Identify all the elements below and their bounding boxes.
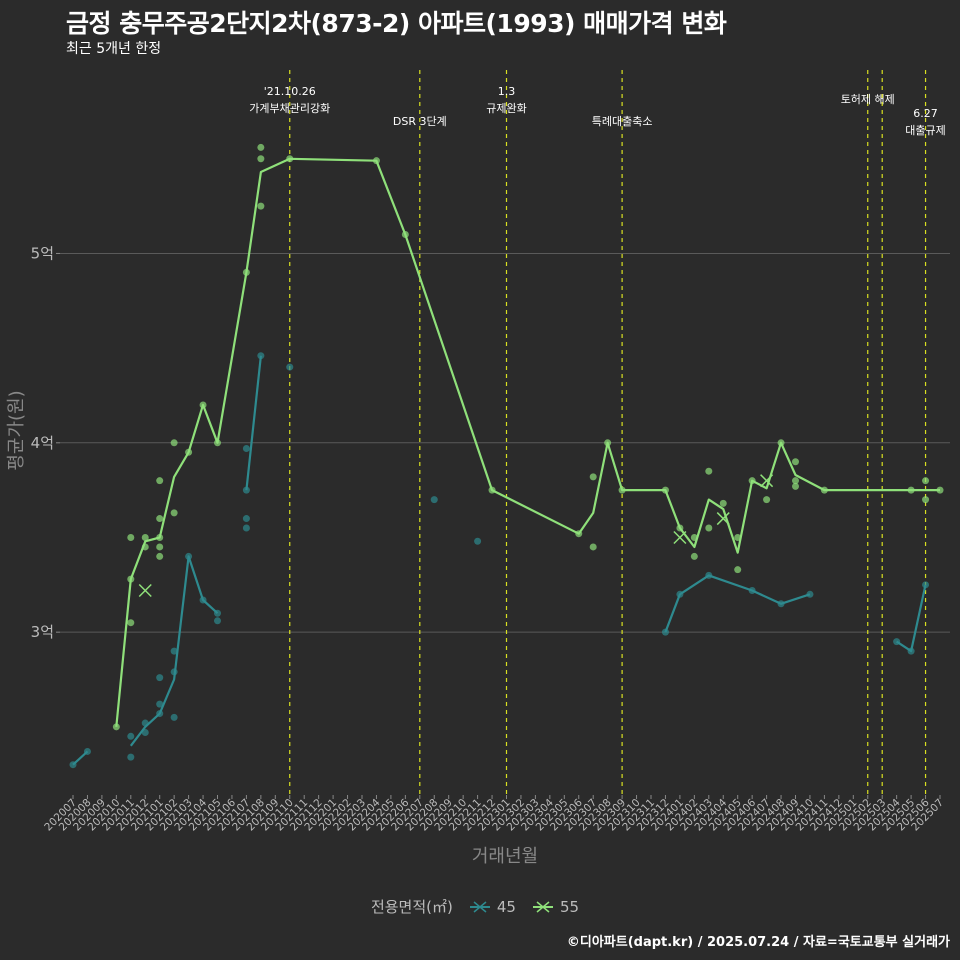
series-45-line bbox=[664, 574, 811, 633]
y-tick-label: 4억 bbox=[31, 434, 54, 452]
series-55-cross-marker bbox=[673, 530, 687, 545]
series-55-point bbox=[690, 552, 698, 560]
legend-item-45: 45 bbox=[469, 898, 526, 916]
legend: 전용면적(㎡) 45 55 bbox=[0, 896, 960, 917]
event-label: 토허제 해제 bbox=[841, 92, 895, 106]
x-axis-label: 거래년월 bbox=[472, 846, 538, 867]
series-55-point bbox=[589, 543, 597, 551]
series-45-point bbox=[286, 363, 294, 371]
y-tick-label: 5억 bbox=[31, 244, 54, 262]
series-45-point bbox=[806, 590, 814, 598]
legend-label-45: 45 bbox=[496, 897, 516, 916]
series-55-point bbox=[257, 202, 265, 210]
series-45-point bbox=[242, 444, 250, 452]
series-55-point bbox=[763, 496, 771, 504]
series-55-point bbox=[792, 477, 799, 485]
y-axis-label: 평균가(원) bbox=[6, 390, 27, 470]
series-45-point bbox=[156, 674, 164, 682]
series-45-point bbox=[127, 753, 135, 761]
y-tick-label: 3억 bbox=[31, 623, 54, 641]
series-55-point bbox=[156, 477, 164, 485]
series-45-point bbox=[242, 524, 250, 532]
series-45-point bbox=[170, 647, 178, 655]
series-55-point bbox=[112, 723, 120, 731]
series-45-point bbox=[242, 515, 250, 523]
series-55-point bbox=[792, 458, 799, 466]
legend-key-55 bbox=[532, 900, 553, 913]
series-55-point bbox=[156, 552, 164, 560]
series-55-point bbox=[257, 143, 265, 151]
series-55-point bbox=[719, 499, 727, 507]
chart-subtitle: 최근 5개년 한정 bbox=[66, 41, 162, 57]
series-55-point bbox=[141, 533, 149, 541]
series-55-point bbox=[257, 155, 265, 163]
series-45-point bbox=[474, 537, 482, 545]
legend-title: 전용면적(㎡) bbox=[370, 898, 453, 916]
chart-title: 금정 충무주공2단지2차(873-2) 아파트(1993) 매매가격 변화 bbox=[66, 9, 727, 38]
series-45-line bbox=[245, 355, 262, 491]
series-55-line bbox=[115, 157, 940, 727]
series-55-point bbox=[922, 477, 930, 485]
legend-key-45 bbox=[469, 900, 490, 913]
series-55-point bbox=[127, 619, 135, 627]
series-45-point bbox=[156, 700, 164, 708]
series-55-point bbox=[922, 496, 930, 504]
series-45-point bbox=[127, 732, 135, 740]
series-55-point bbox=[156, 543, 164, 551]
series-45-line bbox=[129, 555, 219, 747]
series-55-cross-marker bbox=[138, 583, 152, 598]
event-label: '21.10.26 bbox=[264, 85, 316, 98]
series-45-line bbox=[72, 750, 89, 766]
event-label: 1.3 bbox=[498, 85, 516, 98]
series-55-point bbox=[127, 533, 135, 541]
series-55-point bbox=[734, 566, 742, 574]
event-label: 6.27 bbox=[913, 107, 938, 120]
series-55-point bbox=[792, 482, 799, 490]
series-45-line bbox=[895, 584, 927, 653]
legend-item-55: 55 bbox=[532, 898, 589, 916]
event-label: DSR 3단계 bbox=[393, 115, 447, 128]
price-chart: 3억4억5억평균가(원)2020072020082020092020102020… bbox=[6, 70, 950, 867]
series-45-point bbox=[242, 486, 250, 494]
event-label: 특례대출축소 bbox=[592, 115, 653, 128]
series-45-point bbox=[214, 617, 221, 625]
series-55-cross-marker bbox=[760, 474, 774, 488]
series-55-point bbox=[589, 473, 597, 481]
event-label: 규제완화 bbox=[486, 102, 526, 115]
source-caption: ©디아파트(dapt.kr) / 2025.07.24 / 자료=국토교통부 실… bbox=[566, 935, 950, 950]
event-label: 가계부채관리강화 bbox=[249, 102, 330, 115]
series-55-cross-marker bbox=[716, 512, 730, 526]
series-55-point bbox=[705, 524, 713, 532]
legend-label-55: 55 bbox=[559, 897, 580, 916]
series-55-point bbox=[170, 439, 178, 447]
series-55-point bbox=[156, 515, 164, 523]
series-55-point bbox=[170, 509, 178, 517]
series-45-point bbox=[170, 713, 178, 721]
series-45-point bbox=[430, 496, 438, 504]
event-label: 대출규제 bbox=[905, 124, 945, 137]
series-55-point bbox=[705, 467, 713, 475]
